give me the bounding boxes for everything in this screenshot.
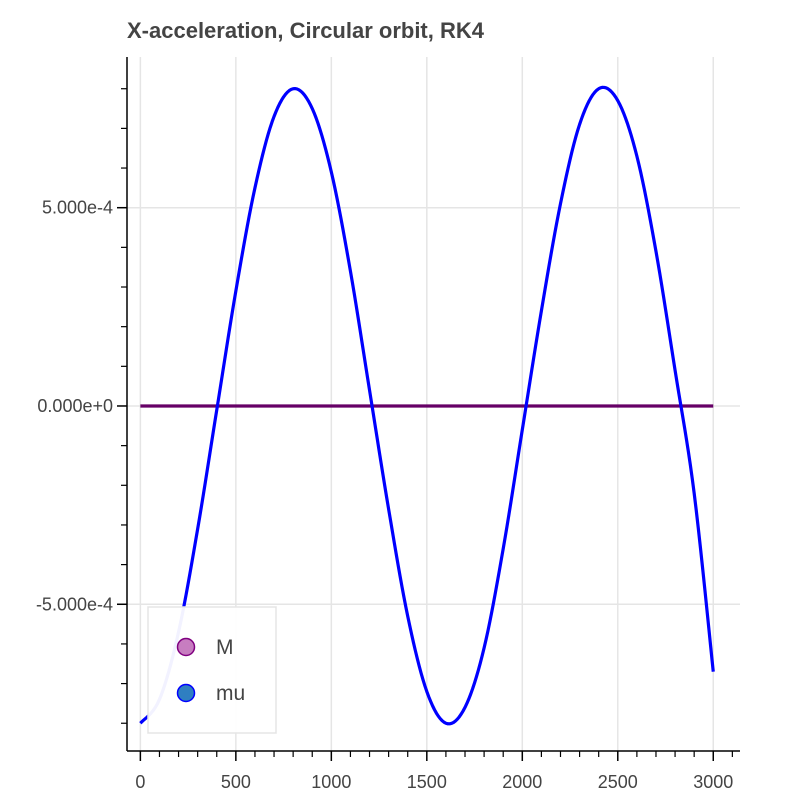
chart-title: X-acceleration, Circular orbit, RK4 (127, 18, 484, 43)
x-tick-label: 1500 (407, 772, 447, 792)
x-tick-label: 2000 (502, 772, 542, 792)
y-tick-label: 5.000e-4 (42, 198, 113, 218)
legend-box (147, 606, 277, 734)
legend-label-mu: mu (216, 682, 245, 705)
legend-label-M: M (216, 636, 234, 659)
x-tick-label: 2500 (598, 772, 638, 792)
x-tick-label: 1000 (311, 772, 351, 792)
x-tick-label: 0 (135, 772, 145, 792)
y-tick-label: -5.000e-4 (36, 594, 113, 614)
y-axis-ticks: -5.000e-4 0.000e+0 5.000e-4 (36, 88, 127, 724)
x-tick-label: 3000 (693, 772, 733, 792)
x-tick-label: 500 (221, 772, 251, 792)
legend-marker-mu (176, 683, 196, 703)
series-group (139, 85, 715, 726)
legend-marker-M (176, 637, 196, 657)
series-line-mu (139, 85, 715, 726)
x-axis-ticks: 0 500 1000 1500 2000 2500 3000 (135, 751, 733, 792)
y-tick-label: 0.000e+0 (37, 396, 113, 416)
legend: Mmu (147, 606, 277, 734)
